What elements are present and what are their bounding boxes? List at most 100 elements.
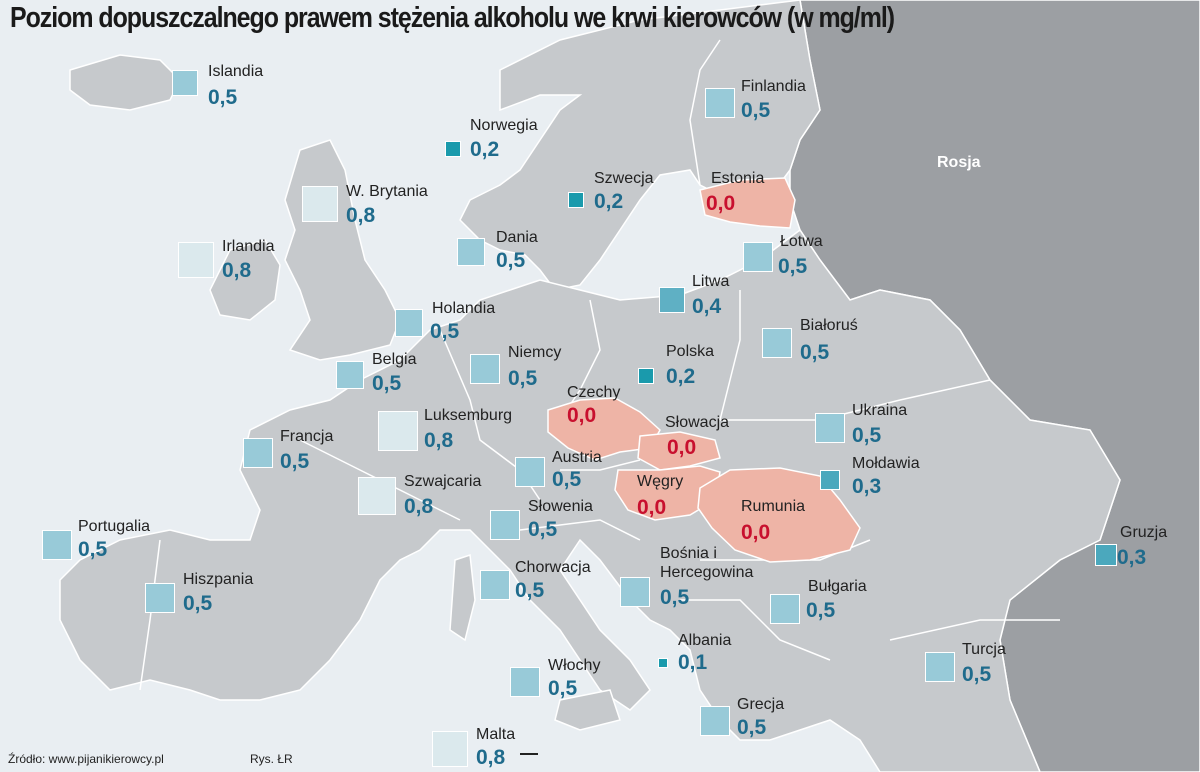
country-value: 0,5 [741, 99, 771, 122]
land-mainland [59, 228, 1121, 772]
country-name: Irlandia [222, 238, 275, 255]
country-value: 0,2 [470, 138, 500, 161]
country-value: 0,0 [637, 496, 667, 519]
value-square [515, 457, 545, 487]
land-sicily [554, 689, 621, 731]
value-square [358, 477, 396, 515]
country-value: 0,5 [806, 599, 836, 622]
country-value: 0,8 [346, 204, 376, 227]
country-name: Islandia [208, 63, 264, 80]
country-value: 0,3 [1117, 546, 1147, 569]
land-scandinavia [459, 0, 821, 291]
country-name: Rumunia [741, 498, 806, 515]
country-value: 0,3 [852, 475, 882, 498]
country-name: Ukraina [852, 402, 908, 419]
country-value: 0,5 [548, 677, 578, 700]
country-value: 0,5 [778, 255, 808, 278]
footer-source: Źródło: www.pijanikierowcy.pl [8, 752, 164, 766]
value-square [815, 413, 845, 443]
country-value: 0,5 [183, 592, 213, 615]
value-square [568, 192, 584, 208]
value-square [480, 570, 510, 600]
value-square [659, 287, 685, 313]
country-value: 0,8 [222, 259, 252, 282]
country-name: Hiszpania [183, 571, 254, 588]
area-slowacja [637, 431, 721, 471]
country-name: Austria [552, 449, 602, 466]
country-name: Bośnia i [660, 545, 717, 562]
country-value: 0,5 [372, 372, 402, 395]
country-name: Szwecja [594, 170, 654, 187]
country-value: 0,5 [208, 86, 238, 109]
country-name: Chorwacja [515, 559, 591, 576]
land-ireland [209, 239, 281, 321]
country-value: 0,5 [552, 468, 582, 491]
country-value: 0,2 [594, 190, 624, 213]
value-square [820, 470, 840, 490]
country-value: 0,5 [515, 579, 545, 602]
country-name: Słowacja [665, 414, 730, 431]
russia-label: Rosja [937, 154, 981, 171]
country-name: Estonia [711, 170, 765, 187]
country-name: Turcja [962, 641, 1006, 658]
value-square [658, 658, 668, 668]
country-value: 0,5 [660, 586, 690, 609]
value-square [145, 583, 175, 613]
value-square [490, 510, 520, 540]
country-name: Włochy [548, 657, 601, 674]
country-name: Belgia [372, 351, 417, 368]
value-square [925, 652, 955, 682]
value-square [620, 577, 650, 607]
country-name: Łotwa [780, 233, 823, 250]
country-value: 0,5 [852, 424, 882, 447]
country-value: 0,2 [666, 365, 696, 388]
page-title: Poziom dopuszczalnego prawem stężenia al… [10, 2, 895, 34]
value-square [395, 309, 423, 337]
country-name: Bułgaria [808, 578, 867, 595]
arrow-line [520, 753, 538, 755]
value-square [1095, 544, 1117, 566]
value-square [770, 594, 800, 624]
country-name: Holandia [432, 300, 496, 317]
country-name: Gruzja [1120, 524, 1168, 541]
country-name: Dania [496, 229, 538, 246]
footer-credit: Rys. ŁR [250, 752, 293, 766]
value-square [432, 731, 468, 767]
country-value: 0,0 [741, 521, 771, 544]
value-square [638, 368, 654, 384]
value-square [336, 361, 364, 389]
country-name: W. Brytania [346, 183, 428, 200]
value-square [700, 706, 730, 736]
country-name: Czechy [567, 384, 621, 401]
country-value: 0,4 [692, 295, 722, 318]
value-square [42, 530, 72, 560]
value-square [302, 186, 338, 222]
country-name-line2: Hercegowina [660, 564, 754, 581]
value-square [172, 70, 198, 96]
land-islands-west [449, 553, 476, 642]
country-value: 0,5 [737, 716, 767, 739]
country-value: 0,5 [508, 367, 538, 390]
value-square [705, 88, 735, 118]
country-name: Słowenia [528, 498, 593, 515]
country-name: Niemcy [508, 344, 562, 361]
country-name: Węgry [637, 473, 684, 490]
country-value: 0,0 [667, 436, 697, 459]
value-square [470, 354, 500, 384]
country-value: 0,5 [962, 663, 992, 686]
country-name: Polska [666, 343, 715, 360]
land-iceland [69, 54, 181, 111]
country-value: 0,0 [706, 192, 736, 215]
area-estonia [699, 177, 796, 229]
value-square [510, 667, 540, 697]
country-value: 0,5 [528, 518, 558, 541]
country-value: 0,5 [496, 249, 526, 272]
country-value: 0,8 [404, 495, 434, 518]
country-name: Litwa [692, 273, 730, 290]
country-name: Albania [678, 632, 732, 649]
border-finland [689, 39, 721, 186]
area-rumunia [697, 467, 861, 563]
country-name: Luksemburg [424, 407, 513, 424]
value-square [445, 141, 461, 157]
